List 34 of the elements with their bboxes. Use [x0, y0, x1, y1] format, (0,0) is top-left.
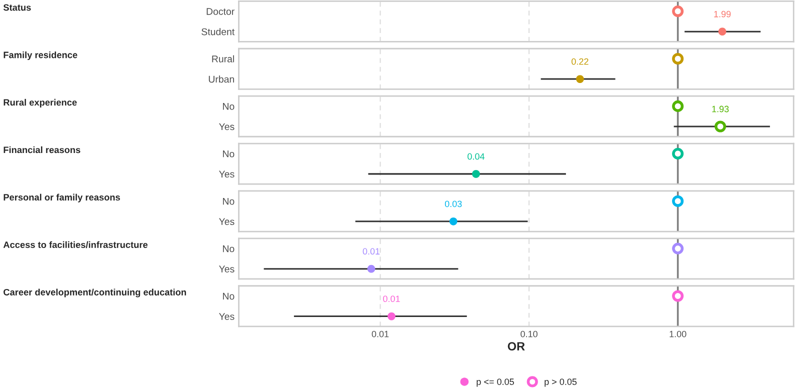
y-tick-label: Rural [212, 55, 234, 62]
y-tick-label: No [223, 103, 234, 110]
y-tick-label: Student [202, 28, 235, 36]
y-tick-label: Yes [218, 123, 234, 130]
y-axis-title: Personal or family reasons [4, 194, 120, 202]
y-tick-label: Yes [218, 266, 234, 272]
y-tick-label: No [223, 245, 234, 252]
y-tick-label: No [223, 198, 234, 205]
x-tick-label: 1.00 [670, 330, 686, 338]
y-axis-title: Access to facilities/infrastructure [3, 241, 148, 248]
y-tick-label: No [223, 292, 234, 300]
y-tick-label: Yes [218, 313, 234, 320]
x-tick-label: 0.10 [520, 330, 538, 338]
data-label: 1.99 [714, 10, 731, 18]
legend-label: p <= 0.05 [476, 378, 514, 387]
y-tick-label: Yes [218, 218, 234, 226]
x-axis-title: OR [508, 342, 525, 350]
y-tick-label: Doctor [206, 8, 234, 15]
data-label: 0.04 [468, 153, 485, 160]
y-tick-label: No [223, 150, 234, 158]
y-axis-title: Career development/continuing education [4, 288, 186, 298]
x-tick-label: 0.01 [372, 330, 389, 338]
y-axis-title: Financial reasons [4, 146, 80, 154]
y-tick-label: Yes [218, 170, 234, 178]
data-label: 0.01 [362, 248, 380, 255]
y-axis-title: Status [3, 4, 31, 11]
y-axis-title: Family residence [4, 51, 78, 60]
data-label: 0.03 [444, 200, 462, 208]
legend-label: p > 0.05 [544, 378, 577, 387]
data-label: 0.22 [572, 58, 588, 65]
data-label: 0.01 [383, 296, 400, 302]
y-tick-label: Urban [208, 76, 234, 83]
y-axis-title: Rural experience [4, 98, 77, 108]
data-label: 1.93 [712, 106, 729, 112]
